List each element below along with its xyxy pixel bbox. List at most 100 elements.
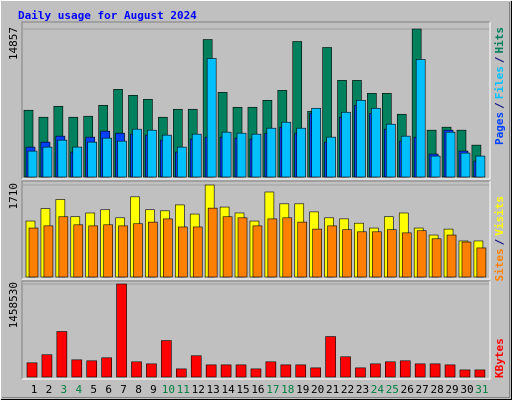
panel-border xyxy=(21,280,490,379)
bar xyxy=(86,360,98,378)
bar xyxy=(385,361,396,378)
bar xyxy=(207,207,218,278)
x-tick-label: 21 xyxy=(326,383,339,396)
bar xyxy=(161,340,172,378)
bar xyxy=(296,127,307,178)
x-tick-label: 1 xyxy=(31,383,38,396)
x-tick-label: 19 xyxy=(296,383,309,396)
x-tick-label: 26 xyxy=(401,383,414,396)
bar xyxy=(415,59,426,178)
x-tick-label: 6 xyxy=(105,383,112,396)
bar xyxy=(445,131,456,178)
bar xyxy=(118,225,128,278)
bar xyxy=(103,224,113,278)
bar xyxy=(267,218,278,278)
legend-entry: Files xyxy=(493,66,506,99)
bar xyxy=(416,230,427,278)
legend-separator: / xyxy=(493,56,506,63)
bar xyxy=(372,231,382,278)
x-tick-label: 27 xyxy=(416,383,429,396)
bar xyxy=(475,155,486,178)
x-tick-label: 13 xyxy=(207,383,220,396)
x-tick-label: 22 xyxy=(341,383,354,396)
bar xyxy=(87,141,98,178)
x-tick-label: 31 xyxy=(475,383,488,396)
panel-border xyxy=(22,22,491,180)
x-tick-label: 15 xyxy=(236,383,249,396)
legend: Sites / Visits xyxy=(493,196,506,282)
x-tick-label: 10 xyxy=(162,383,175,396)
bar xyxy=(43,225,54,278)
bar xyxy=(72,146,83,178)
x-tick-label: 18 xyxy=(281,383,294,396)
bar xyxy=(236,132,247,178)
bar xyxy=(101,357,112,378)
bar xyxy=(116,283,127,378)
bar xyxy=(237,217,248,278)
bar xyxy=(282,217,293,278)
x-tick-label: 23 xyxy=(356,383,369,396)
x-tick-label: 9 xyxy=(150,383,157,396)
bar xyxy=(342,229,352,278)
bar xyxy=(57,139,68,178)
bar xyxy=(178,226,188,278)
bar xyxy=(295,364,307,378)
bar xyxy=(474,369,486,378)
bar xyxy=(147,129,157,178)
legend-separator: / xyxy=(493,102,506,109)
bar xyxy=(41,354,53,378)
x-tick-label: 12 xyxy=(192,383,205,396)
bar xyxy=(132,128,142,178)
bar xyxy=(42,146,53,178)
bar xyxy=(310,367,321,378)
bar xyxy=(177,146,187,178)
y-tick-label: 1458530 xyxy=(7,282,20,328)
x-tick-label: 16 xyxy=(251,383,264,396)
panel-border xyxy=(22,281,491,380)
bar xyxy=(266,127,277,178)
bar xyxy=(444,364,456,378)
bar xyxy=(431,238,442,278)
bar xyxy=(131,361,142,378)
x-tick-label: 4 xyxy=(75,383,82,396)
legend-entry: Hits xyxy=(493,27,506,54)
bar xyxy=(459,369,471,378)
bar xyxy=(327,225,337,278)
bar xyxy=(311,107,321,178)
bar xyxy=(251,133,262,178)
x-tick-label: 7 xyxy=(120,383,127,396)
bar xyxy=(58,216,69,278)
panel-border xyxy=(21,21,490,179)
bar xyxy=(117,140,127,178)
x-tick-label: 30 xyxy=(460,383,473,396)
bar xyxy=(163,218,173,278)
legend-entry: Sites xyxy=(493,248,506,281)
x-tick-label: 17 xyxy=(266,383,279,396)
bar xyxy=(414,363,426,378)
x-tick-label: 14 xyxy=(221,383,235,396)
bar xyxy=(102,137,112,178)
legend: KBytes xyxy=(493,338,506,378)
x-tick-label: 24 xyxy=(371,383,385,396)
bar xyxy=(399,360,411,378)
bar xyxy=(190,355,202,378)
bar xyxy=(371,107,381,178)
bar xyxy=(56,331,68,378)
legend-entry: Pages xyxy=(493,112,506,145)
bar xyxy=(386,123,396,178)
bar xyxy=(400,135,411,178)
bar xyxy=(461,241,472,278)
bar xyxy=(341,111,351,178)
bar xyxy=(476,247,487,278)
bar xyxy=(220,364,232,378)
bar xyxy=(429,363,441,378)
bar xyxy=(281,121,292,178)
chart-title: Daily usage for August 2024 xyxy=(18,9,197,22)
legend: Pages / Files / Hits xyxy=(493,27,506,145)
bar xyxy=(235,364,247,378)
bar xyxy=(280,364,292,378)
x-tick-label: 20 xyxy=(311,383,324,396)
x-tick-label: 5 xyxy=(90,383,97,396)
bar xyxy=(191,133,202,178)
